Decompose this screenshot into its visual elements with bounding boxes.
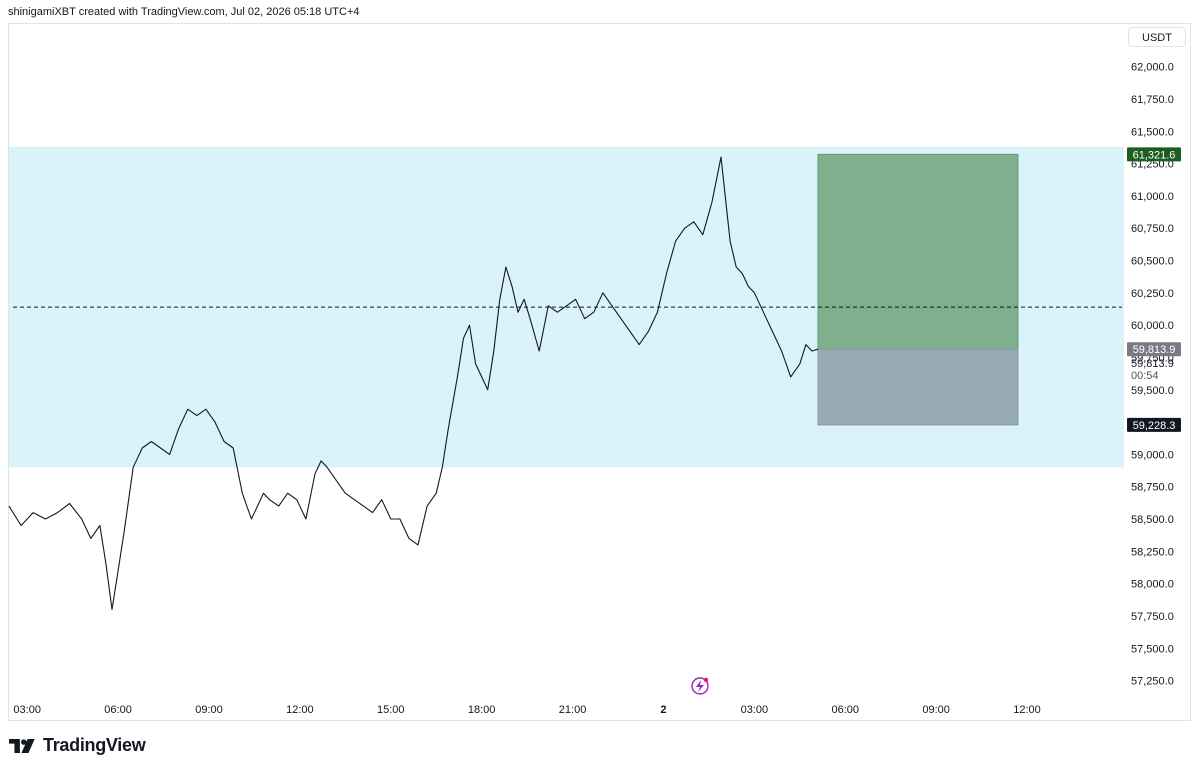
tradingview-wordmark: TradingView	[43, 735, 146, 755]
y-tick-label: 60,000.0	[1131, 320, 1174, 332]
lightning-icon-bolt	[696, 680, 704, 692]
y-tick-label: 60,750.0	[1131, 223, 1174, 235]
currency-selector[interactable]: USDT	[1128, 27, 1186, 47]
y-tick-label: 62,000.0	[1131, 62, 1174, 74]
bar-countdown: 00:54	[1131, 370, 1159, 382]
position-loss-zone[interactable]	[817, 348, 1019, 426]
y-tick-label: 58,750.0	[1131, 482, 1174, 494]
y-tick-label: 60,250.0	[1131, 288, 1174, 300]
stop-price-tag-bg	[1127, 417, 1181, 432]
y-tick-label: 61,000.0	[1131, 191, 1174, 203]
x-tick-label: 2	[660, 704, 666, 716]
x-tick-label: 06:00	[831, 704, 859, 716]
stop-price-tag-text: 59,228.3	[1133, 420, 1176, 432]
y-tick-label: 61,500.0	[1131, 126, 1174, 138]
last-price-tag-text: 59,813.9	[1133, 344, 1176, 356]
last-price-tag[interactable]: 59,813.9	[1127, 342, 1181, 357]
y-tick-label: 61,750.0	[1131, 94, 1174, 106]
x-tick-label: 15:00	[377, 704, 405, 716]
x-tick-label: 12:00	[286, 704, 314, 716]
stop-price-tag[interactable]: 59,228.3	[1127, 417, 1181, 432]
x-tick-label: 06:00	[104, 704, 132, 716]
x-tick-label: 03:00	[741, 704, 769, 716]
price-line	[8, 156, 819, 611]
y-tick-label: 57,250.0	[1131, 676, 1174, 688]
x-tick-label: 21:00	[559, 704, 587, 716]
tradingview-logo[interactable]: TradingView	[9, 735, 146, 756]
x-tick-label: 12:00	[1013, 704, 1041, 716]
target-price-tag[interactable]: 61,321.6	[1127, 147, 1181, 162]
x-tick-label: 09:00	[195, 704, 223, 716]
lightning-icon-dot	[703, 677, 709, 683]
y-tick-label: 61,250.0	[1131, 159, 1174, 171]
y-tick-label: 57,750.0	[1131, 611, 1174, 623]
y-tick-label: 58,000.0	[1131, 579, 1174, 591]
chart-attribution: shinigamiXBT created with TradingView.co…	[8, 6, 360, 18]
position-profit-zone[interactable]	[817, 153, 1019, 350]
tradingview-logo-icon	[9, 738, 35, 753]
y-tick-label: 58,250.0	[1131, 546, 1174, 558]
y-tick-label: 59,000.0	[1131, 449, 1174, 461]
y-tick-label: 58,500.0	[1131, 514, 1174, 526]
target-price-tag-text: 61,321.6	[1133, 149, 1176, 161]
lightning-icon[interactable]	[691, 677, 709, 695]
y-tick-label: 60,500.0	[1131, 256, 1174, 268]
y-tick-label: 59,500.0	[1131, 385, 1174, 397]
x-tick-label: 03:00	[13, 704, 41, 716]
x-tick-label: 18:00	[468, 704, 496, 716]
y-tick-label: 57,500.0	[1131, 643, 1174, 655]
x-tick-label: 09:00	[922, 704, 950, 716]
last-price-label: 59,813.9	[1131, 358, 1174, 370]
target-price-tag-bg	[1127, 147, 1181, 162]
last-price-tag-bg	[1127, 342, 1181, 357]
chart-frame	[8, 23, 1191, 721]
